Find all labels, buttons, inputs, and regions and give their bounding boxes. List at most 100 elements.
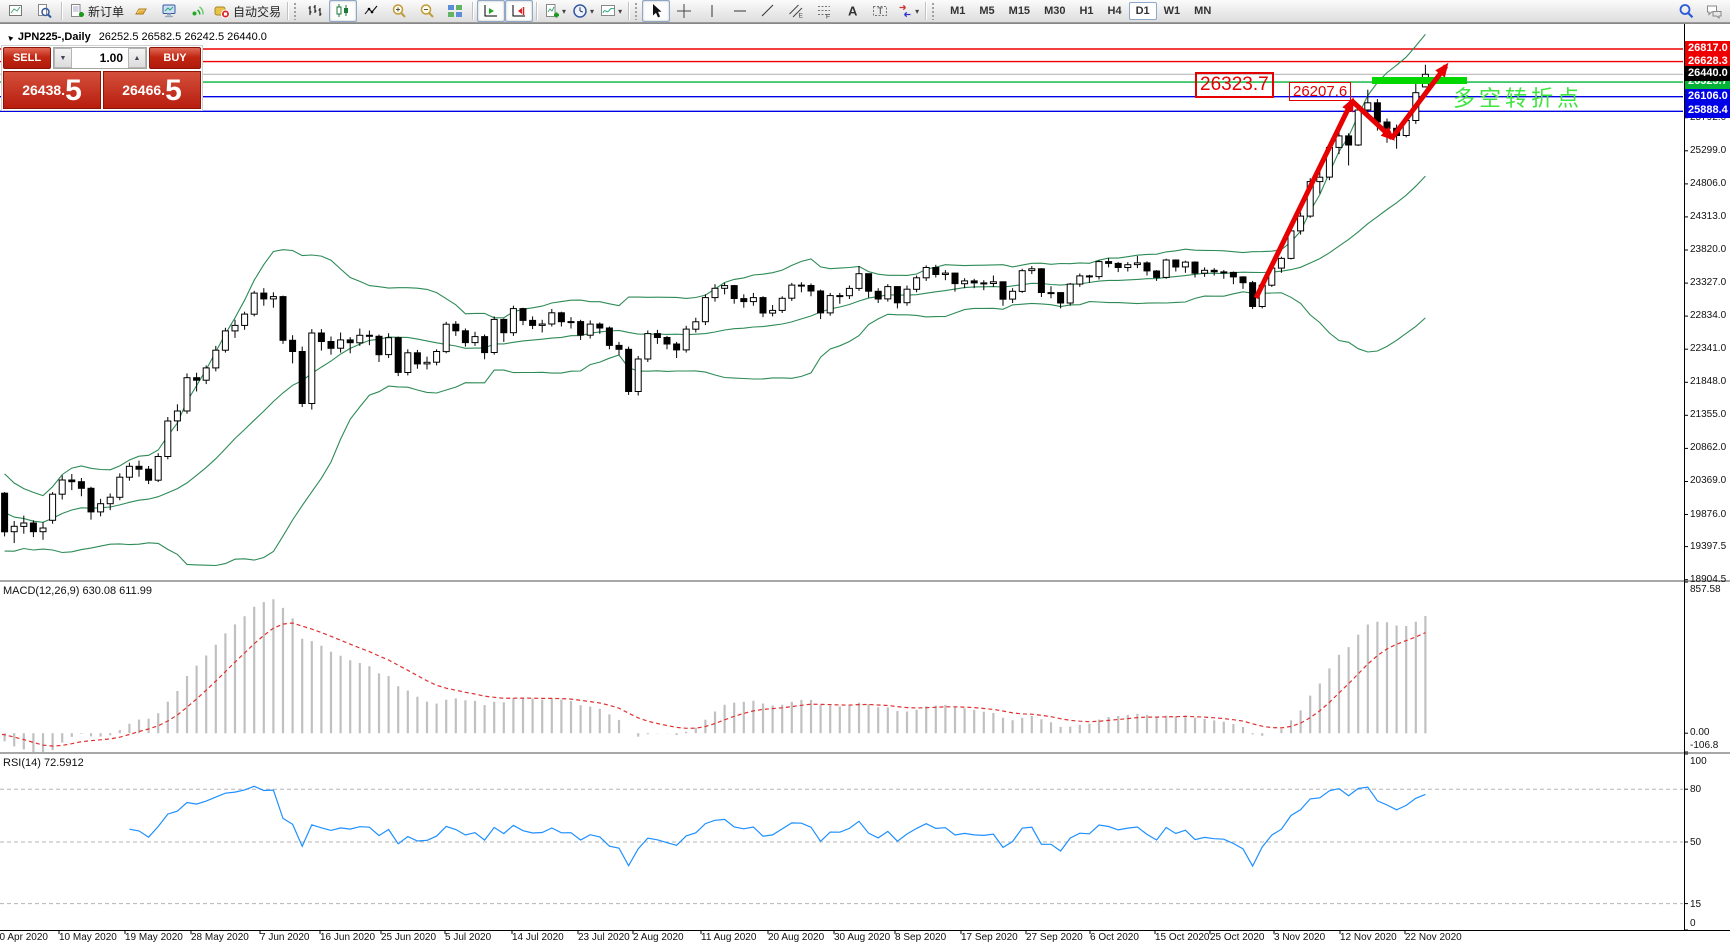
price-tick-label: 21355.0 [1690,409,1727,421]
chartwin-glyph [9,5,22,16]
turning-point-note[interactable]: 多空转折点 [1453,86,1584,111]
svg-text:A: A [848,4,858,19]
chevron-down-icon: ▾ [562,6,567,16]
price-tick-label: 19876.0 [1690,508,1727,520]
horizontal-line-icon[interactable] [726,0,754,22]
fibo-glyph: F [818,6,831,19]
autoscroll-glyph [484,5,498,17]
chart-canvas[interactable] [0,24,1730,942]
timeframe-m5[interactable]: M5 [979,5,995,17]
trend-glyph [761,4,774,17]
clock-glyph [573,4,587,18]
main-toolbar: 新订单 自动交易 ▾ ▾ ▾ E F A T ▾ M1 M5 M15 M30 H1 H4 D1 W1 MN [0,0,1730,23]
line-chart-icon[interactable] [357,0,385,22]
chart-window-icon[interactable] [2,0,30,22]
template-glyph [546,4,560,18]
text-label-icon[interactable]: T [866,0,894,22]
date-tick-label: 6 Oct 2020 [1090,932,1139,942]
date-tick-label: 5 Jul 2020 [445,932,492,942]
timeframe-m30[interactable]: M30 [1044,5,1066,17]
timeframe-h4[interactable]: H4 [1107,5,1122,17]
volume-increase-button[interactable]: ▲ [128,48,146,68]
sell-button[interactable]: SELL [3,47,51,69]
timeframe-w1[interactable]: W1 [1163,5,1181,17]
chart-symbol-period: JPN225-,Daily [17,31,91,43]
price-tick-label: 21848.0 [1690,376,1727,388]
date-tick-label: 27 Sep 2020 [1026,932,1083,942]
sell-price-display[interactable]: 26438. 5 [3,71,101,109]
indicators-icon[interactable]: ▾ [597,0,625,22]
zoom-out-icon[interactable] [413,0,441,22]
price-line-flag: 26628.3 [1685,53,1730,69]
periods-icon[interactable]: ▾ [569,0,597,22]
buy-price-display[interactable]: 26466. 5 [103,71,201,109]
price-tick-label: 18904.5 [1690,573,1727,585]
window-expand-icon[interactable]: ▲ [3,31,16,43]
chat-icon[interactable] [1700,0,1728,22]
cursor-glyph [653,4,662,18]
linechart-glyph [364,5,378,15]
crosshair-icon[interactable] [670,0,698,22]
vertical-line-icon[interactable] [698,0,726,22]
chart-window: ▲ JPN225-,Daily 26252.5 26582.5 26242.5 … [0,23,1730,942]
autotrading-button[interactable]: 自动交易 [211,0,284,22]
zoom-in-icon[interactable] [385,0,413,22]
shift-glyph [512,5,526,17]
timeframe-m15[interactable]: M15 [1008,5,1031,17]
search-icon[interactable] [1672,0,1700,22]
candlestick-chart-icon[interactable] [329,0,358,22]
candle-glyph [336,4,349,17]
tile-windows-icon[interactable] [441,0,469,22]
price-tick-label: 22834.0 [1690,310,1727,322]
fibonacci-icon[interactable]: F [810,0,838,22]
bar-chart-icon[interactable] [301,0,329,22]
rsi-tick-label: 0 [1690,918,1696,929]
timeframe-group: M1 M5 M15 M30 H1 H4 D1 W1 MN [943,2,1218,20]
zoomout-glyph [420,4,434,18]
rsi-tick-label: 100 [1690,756,1707,767]
rsi-tick-label: 15 [1690,898,1702,910]
toolbar-grip[interactable] [931,2,937,20]
templates-icon[interactable]: ▾ [541,0,569,22]
signals-icon[interactable] [183,0,211,22]
volume-spinner: ▼ 1.00 ▲ [53,47,147,69]
terminal-icon[interactable] [155,0,183,22]
toolbar-grip[interactable] [293,2,299,20]
new-order-button[interactable]: 新订单 [66,0,127,22]
preview-glyph [38,4,52,19]
date-tick-label: 12 Nov 2020 [1340,932,1397,942]
label-glyph: T [873,6,888,16]
date-tick-label: 19 May 2020 [125,932,183,942]
channel-icon[interactable]: E [782,0,810,22]
buy-button[interactable]: BUY [149,47,201,69]
price-annotation-box-26323[interactable]: 26323.7 [1195,72,1274,98]
macd-indicator-label: MACD(12,26,9) 630.08 611.99 [3,585,152,597]
cursor-icon[interactable] [642,0,671,22]
autoscroll-icon[interactable] [477,0,506,22]
price-annotation-box-26207[interactable]: 26207.6 [1289,82,1352,101]
volume-input[interactable]: 1.00 [99,51,123,65]
text-icon[interactable]: A [838,0,866,22]
arrows-glyph [899,4,911,18]
chart-title: ▲ JPN225-,Daily 26252.5 26582.5 26242.5 … [3,31,267,43]
date-tick-label: 22 Nov 2020 [1405,932,1462,942]
timeframe-mn[interactable]: MN [1194,5,1212,17]
chart-shift-icon[interactable] [505,0,534,22]
toolbar-separator [536,2,539,20]
date-tick-label: 14 Jul 2020 [512,932,564,942]
metaeditor-icon[interactable] [127,0,155,22]
toolbar-grip[interactable] [634,2,640,20]
bars-glyph [308,5,322,16]
chat-glyph [1707,5,1722,19]
tiles-glyph [448,5,463,17]
trendline-icon[interactable] [754,0,782,22]
print-preview-icon[interactable] [30,0,58,22]
timeframe-d1[interactable]: D1 [1128,2,1157,20]
arrows-icon[interactable]: ▾ [894,0,922,22]
date-tick-label: 2 Aug 2020 [633,932,684,942]
volume-decrease-button[interactable]: ▼ [54,48,72,68]
channel-glyph: E [789,4,804,19]
macd-tick-label: 0.00 [1690,727,1710,739]
timeframe-h1[interactable]: H1 [1079,5,1094,17]
timeframe-m1[interactable]: M1 [950,5,966,17]
